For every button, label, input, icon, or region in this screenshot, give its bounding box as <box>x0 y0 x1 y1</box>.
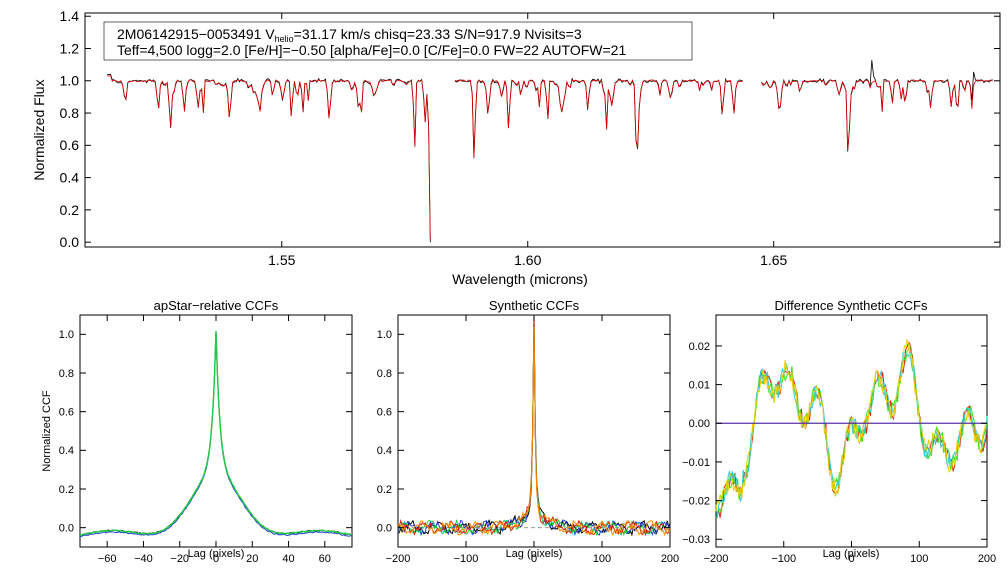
synthetic-ccf-xtick-label: −100 <box>454 553 479 565</box>
spectrum-xtick-label: 1.55 <box>268 252 295 268</box>
difference-ccf-ytick-label: −0.03 <box>682 534 710 546</box>
spectrum-info-line-1: 2M06142915−0053491 Vhelio=31.17 km/s chi… <box>117 26 582 44</box>
apstar-ccf-ytick-label: 0.8 <box>59 368 74 380</box>
synthetic-ccf-panel: −200 −100 0 100 200 0.0 0.2 0.4 0.6 0.8 1.0 Synthe… <box>377 298 679 565</box>
apstar-ccf-panel: −60 −40 −20 0 20 40 60 0.0 0.2 0.4 0.6 0.8 1.0 apSta… <box>41 298 353 565</box>
synthetic-ccf-xtick-label: 200 <box>661 553 679 565</box>
synthetic-ccf-title: Synthetic CCFs <box>489 298 580 313</box>
synthetic-ccf-ticks: −200 −100 0 100 200 0.0 0.2 0.4 0.6 0.8 1.0 <box>377 315 679 565</box>
synthetic-ccf-ytick-label: 0.0 <box>377 523 392 535</box>
apstar-ccf-xtick-label: −20 <box>170 553 189 565</box>
observed-spectrum-line <box>107 60 993 243</box>
spectrum-ytick-label: 0.0 <box>60 234 80 250</box>
model-spectrum-line <box>107 75 993 239</box>
spectrum-ytick-label: 0.6 <box>60 137 80 153</box>
spectrum-info-line-2: Teff=4,500 logg=2.0 [Fe/H]=−0.50 [alpha/… <box>117 42 626 58</box>
synthetic-ccf-series <box>397 314 671 537</box>
apstar-ccf-ytick-label: 0.2 <box>59 484 74 496</box>
apstar-ccf-xtick-label: 20 <box>246 553 258 565</box>
difference-ccf-xtick-label: 100 <box>910 553 928 565</box>
difference-ccf-series <box>715 339 988 519</box>
synthetic-ccf-xtick-label: 100 <box>593 553 611 565</box>
apstar-ccf-xlabel: Lag (pixels) <box>188 548 245 560</box>
spectrum-ytick-label: 1.2 <box>60 40 80 56</box>
synthetic-ccf-line <box>397 326 671 537</box>
difference-ccf-xtick-label: 0 <box>848 553 854 565</box>
apstar-ccf-line <box>79 332 353 538</box>
synthetic-ccf-ytick-label: 0.2 <box>377 484 392 496</box>
spectrum-xtick-label: 1.60 <box>514 252 541 268</box>
spectrum-ytick-label: 0.4 <box>60 170 80 186</box>
difference-ccf-xtick-label: −100 <box>771 553 796 565</box>
apstar-ccf-series <box>79 330 353 538</box>
apstar-ccf-title: apStar−relative CCFs <box>154 298 279 313</box>
difference-ccf-plot-frame <box>715 314 988 548</box>
difference-ccf-ytick-label: 0.00 <box>689 418 710 430</box>
apstar-ccf-ytick-label: 0.4 <box>59 445 74 457</box>
difference-ccf-title: Difference Synthetic CCFs <box>775 298 928 313</box>
synthetic-ccf-ytick-label: 0.8 <box>377 368 392 380</box>
spectrum-ticks: 1.55 1.60 1.65 0.0 0.2 0.4 0.6 0.8 1.0 1.2 1.4 <box>60 8 1000 268</box>
difference-ccf-ytick-label: −0.02 <box>682 495 710 507</box>
apstar-ccf-xtick-label: 60 <box>319 553 331 565</box>
synthetic-ccf-xtick-label: 0 <box>531 553 537 565</box>
spectrum-info-box <box>103 21 693 61</box>
difference-ccf-ytick-label: 0.01 <box>689 379 710 391</box>
apstar-ccf-xtick-label: 0 <box>213 553 219 565</box>
difference-ccf-ytick-label: −0.01 <box>682 457 710 469</box>
difference-ccf-line <box>715 350 988 519</box>
difference-ccf-ticks: −200 −100 0 100 200 −0.03 −0.02 −0.01 0.00 0.01 0.… <box>682 315 996 565</box>
difference-ccf-xtick-label: −200 <box>704 553 729 565</box>
spectrum-ytick-label: 0.8 <box>60 105 80 121</box>
difference-ccf-xlabel: Lag (pixels) <box>823 548 880 560</box>
apstar-ccf-xtick-label: −40 <box>134 553 153 565</box>
spectrum-series <box>107 60 993 243</box>
apstar-ccf-line <box>80 331 353 536</box>
apstar-ccf-ytick-label: 1.0 <box>59 329 74 341</box>
apstar-ccf-ytick-label: 0.6 <box>59 407 74 419</box>
spectrum-ylabel: Normalized Flux <box>31 79 47 180</box>
apstar-ccf-xtick-label: 40 <box>282 553 294 565</box>
apstar-ccf-ticks: −60 −40 −20 0 20 40 60 0.0 0.2 0.4 0.6 0.8 1.0 <box>59 315 352 565</box>
spectrum-plot-frame <box>84 12 1001 248</box>
synthetic-ccf-ytick-label: 0.4 <box>377 445 392 457</box>
difference-ccf-line <box>715 339 988 512</box>
synthetic-ccf-xtick-label: −200 <box>386 553 411 565</box>
spectrum-ytick-label: 1.0 <box>60 73 80 89</box>
spectrum-xtick-label: 1.65 <box>760 252 787 268</box>
difference-ccf-line <box>715 346 988 518</box>
spectrum-ytick-label: 1.4 <box>60 8 80 24</box>
difference-ccf-line <box>715 341 988 518</box>
synthetic-ccf-xlabel: Lag (pixels) <box>506 548 563 560</box>
synthetic-ccf-ytick-label: 1.0 <box>377 329 392 341</box>
spectrum-xlabel: Wavelength (microns) <box>452 271 588 287</box>
difference-ccf-panel: −200 −100 0 100 200 −0.03 −0.02 −0.01 0.00 0.01 0.… <box>682 298 996 565</box>
difference-ccf-xtick-label: 200 <box>978 553 996 565</box>
apstar-ccf-line <box>79 330 353 536</box>
difference-ccf-ytick-label: 0.02 <box>689 341 710 353</box>
spectrum-ytick-label: 0.2 <box>60 202 80 218</box>
spectrum-panel: 1.55 1.60 1.65 0.0 0.2 0.4 0.6 0.8 1.0 1.2 1.4 2M0… <box>31 8 1001 287</box>
apstar-ccf-xtick-label: −60 <box>98 553 117 565</box>
synthetic-ccf-ytick-label: 0.6 <box>377 407 392 419</box>
apstar-ccf-ylabel: Normalized CCF <box>41 390 53 472</box>
apstar-ccf-ytick-label: 0.0 <box>59 523 74 535</box>
